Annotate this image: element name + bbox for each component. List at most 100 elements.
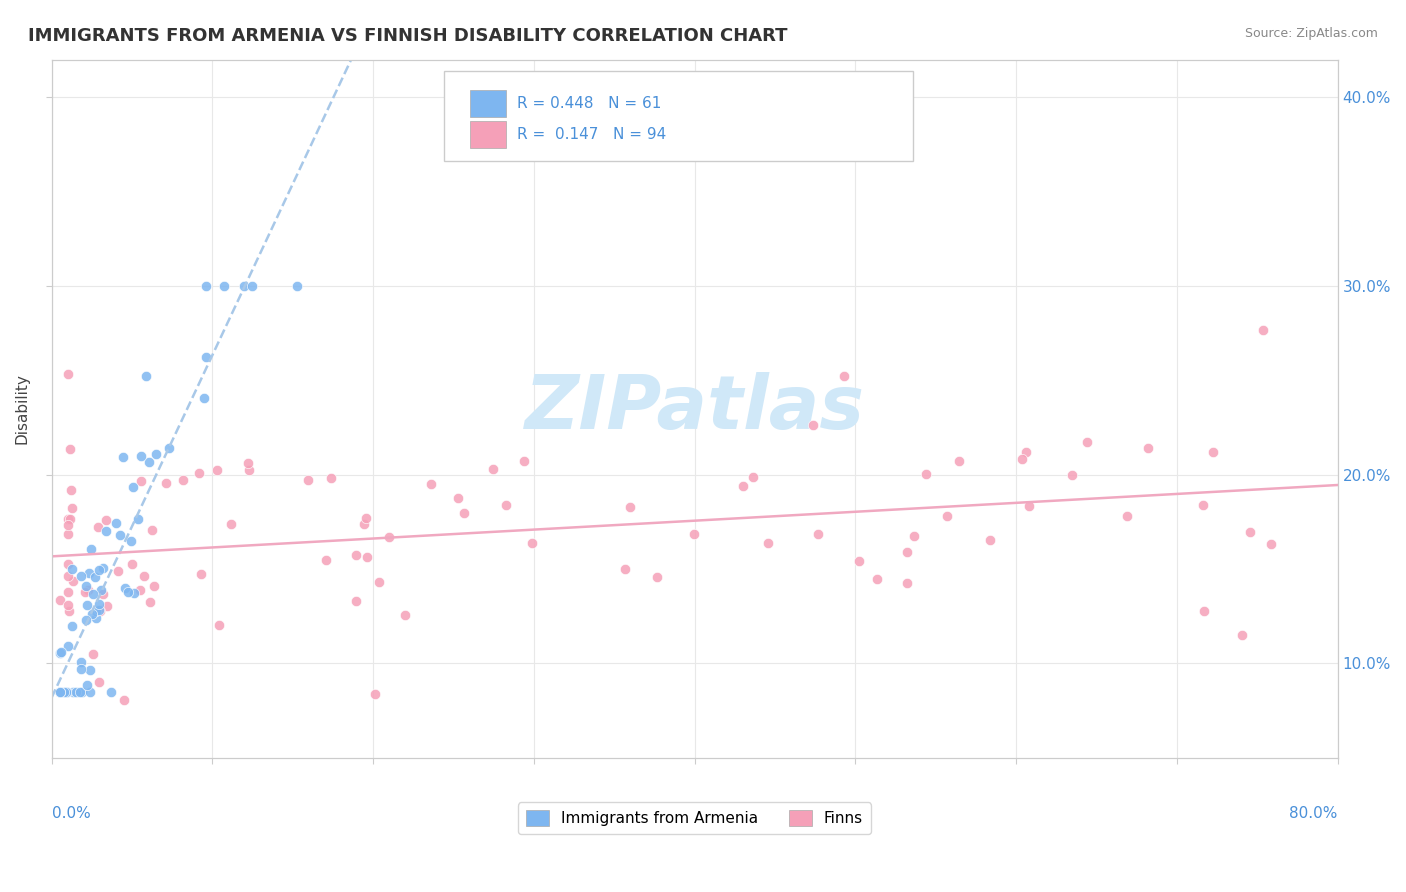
FancyBboxPatch shape	[470, 90, 506, 117]
Point	[70, 655, 93, 669]
Point	[240, 279, 263, 293]
Point	[141, 523, 163, 537]
Point	[100, 684, 122, 698]
Point	[56, 684, 79, 698]
Point	[69, 684, 91, 698]
Point	[82, 647, 104, 661]
Point	[297, 473, 319, 487]
Point	[77, 582, 100, 597]
Point	[364, 687, 387, 701]
Point	[84, 569, 107, 583]
Point	[1251, 323, 1274, 337]
Text: Source: ZipAtlas.com: Source: ZipAtlas.com	[1244, 27, 1378, 40]
Point	[87, 563, 110, 577]
Point	[522, 536, 544, 550]
Point	[238, 462, 260, 476]
Point	[122, 480, 145, 494]
Point	[285, 279, 308, 293]
Point	[344, 549, 367, 563]
Point	[84, 604, 107, 618]
Point	[129, 474, 152, 488]
Point	[122, 586, 145, 600]
Point	[120, 533, 142, 548]
Point	[1202, 444, 1225, 458]
Point	[79, 663, 101, 677]
Point	[801, 417, 824, 432]
Point	[56, 569, 79, 583]
Point	[221, 517, 243, 532]
Point	[62, 684, 84, 698]
Point	[56, 517, 79, 532]
Point	[683, 527, 706, 541]
Point	[127, 512, 149, 526]
Point	[60, 619, 83, 633]
Point	[896, 575, 918, 590]
Point	[353, 516, 375, 531]
Point	[60, 501, 83, 516]
Point	[319, 471, 342, 485]
Point	[1192, 498, 1215, 512]
Point	[80, 607, 103, 621]
Point	[49, 645, 72, 659]
Point	[315, 553, 337, 567]
Point	[145, 447, 167, 461]
Point	[742, 470, 765, 484]
Point	[90, 583, 112, 598]
Point	[446, 491, 468, 505]
Point	[513, 453, 536, 467]
FancyBboxPatch shape	[444, 71, 914, 161]
Point	[84, 611, 107, 625]
Point	[89, 597, 111, 611]
Point	[60, 483, 83, 497]
Point	[89, 675, 111, 690]
Point	[105, 516, 128, 531]
Point	[117, 585, 139, 599]
Point	[48, 684, 70, 698]
Point	[453, 506, 475, 520]
Point	[356, 550, 378, 565]
Point	[56, 557, 79, 571]
Point	[1062, 467, 1084, 482]
Point	[212, 279, 235, 293]
Point	[59, 512, 82, 526]
Point	[848, 554, 870, 568]
Point	[807, 526, 830, 541]
Point	[866, 573, 889, 587]
Point	[1260, 536, 1282, 550]
Point	[481, 461, 503, 475]
Point	[91, 587, 114, 601]
Point	[1018, 499, 1040, 513]
Point	[94, 513, 117, 527]
Point	[172, 473, 194, 487]
Point	[110, 528, 132, 542]
Point	[1230, 628, 1253, 642]
Point	[70, 662, 93, 676]
Point	[72, 684, 94, 698]
Point	[936, 509, 959, 524]
Point	[207, 617, 229, 632]
Point	[394, 608, 416, 623]
Point	[96, 599, 118, 613]
Point	[1192, 604, 1215, 618]
Point	[948, 454, 970, 468]
Point	[76, 598, 98, 612]
Point	[59, 442, 82, 456]
Point	[73, 585, 96, 599]
Point	[647, 570, 669, 584]
Point	[55, 684, 77, 698]
Point	[155, 475, 177, 490]
Point	[56, 512, 79, 526]
Point	[76, 677, 98, 691]
Point	[56, 598, 79, 612]
Point	[56, 585, 79, 599]
Point	[138, 455, 160, 469]
Text: 0.0%: 0.0%	[52, 806, 90, 822]
Point	[344, 594, 367, 608]
Point	[65, 684, 87, 698]
Point	[134, 568, 156, 582]
Point	[236, 456, 259, 470]
Point	[48, 684, 70, 698]
Point	[48, 684, 70, 698]
FancyBboxPatch shape	[470, 121, 506, 147]
Point	[89, 604, 111, 618]
